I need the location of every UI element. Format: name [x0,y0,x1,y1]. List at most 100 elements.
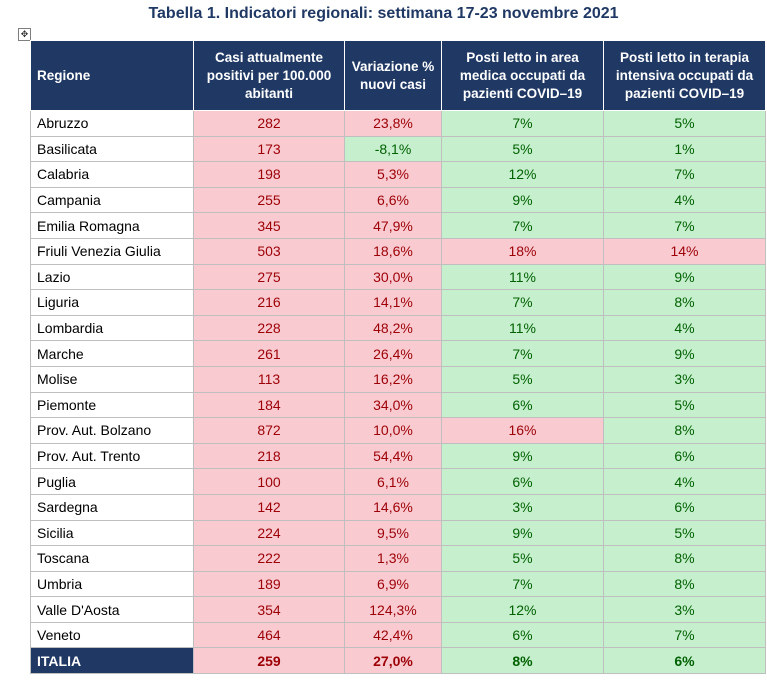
region-cell: Prov. Aut. Trento [30,442,194,470]
icu-beds-cell: 6% [603,647,766,675]
cases-cell: 189 [193,570,345,598]
icu-beds-cell: 7% [603,621,766,649]
icu-beds-cell: 8% [603,545,766,572]
region-cell: ITALIA [30,647,194,675]
variation-cell: 6,9% [344,570,442,598]
medical-beds-cell: 3% [441,493,604,521]
cases-cell: 228 [193,314,345,342]
variation-cell: -8,1% [344,135,442,163]
icu-beds-cell: 8% [603,570,766,598]
column-header-area-medica: Posti letto in area medica occupati da p… [441,40,604,111]
table-title: Tabella 1. Indicatori regionali: settima… [148,5,619,22]
icu-beds-cell: 5% [603,391,766,419]
medical-beds-cell: 8% [441,647,604,675]
icu-beds-cell: 9% [603,340,766,367]
icu-beds-cell: 6% [603,442,766,470]
medical-beds-cell: 5% [441,365,604,393]
regional-indicators-table: Regione Casi attualmente positivi per 10… [30,40,766,675]
table-row: Lombardia 228 48,2% 11% 4% [30,314,766,342]
variation-cell: 27,0% [344,647,442,675]
region-cell: Toscana [30,545,194,572]
table-row: Umbria 189 6,9% 7% 8% [30,570,766,598]
icu-beds-cell: 4% [603,186,766,214]
medical-beds-cell: 6% [441,391,604,419]
medical-beds-cell: 16% [441,417,604,444]
region-cell: Sicilia [30,519,194,547]
cases-cell: 142 [193,493,345,521]
table-row: Campania 255 6,6% 9% 4% [30,186,766,214]
variation-cell: 9,5% [344,519,442,547]
icu-beds-cell: 5% [603,110,766,137]
variation-cell: 5,3% [344,161,442,188]
icu-beds-cell: 5% [603,519,766,547]
medical-beds-cell: 12% [441,596,604,623]
variation-cell: 42,4% [344,621,442,649]
icu-beds-cell: 6% [603,493,766,521]
variation-cell: 26,4% [344,340,442,367]
cases-cell: 113 [193,365,345,393]
variation-cell: 23,8% [344,110,442,137]
icu-beds-cell: 4% [603,314,766,342]
icu-beds-cell: 14% [603,237,766,265]
region-cell: Friuli Venezia Giulia [30,237,194,265]
region-cell: Basilicata [30,135,194,163]
cases-cell: 173 [193,135,345,163]
icu-beds-cell: 1% [603,135,766,163]
table-row: Piemonte 184 34,0% 6% 5% [30,391,766,419]
icu-beds-cell: 8% [603,289,766,316]
region-cell: Marche [30,340,194,367]
variation-cell: 30,0% [344,263,442,291]
medical-beds-cell: 11% [441,314,604,342]
medical-beds-cell: 7% [441,212,604,239]
medical-beds-cell: 9% [441,186,604,214]
icu-beds-cell: 7% [603,161,766,188]
column-header-casi: Casi attualmente positivi per 100.000 ab… [193,40,345,111]
region-cell: Lombardia [30,314,194,342]
table-row: Friuli Venezia Giulia 503 18,6% 18% 14% [30,237,766,265]
variation-cell: 16,2% [344,365,442,393]
cases-cell: 100 [193,468,345,495]
column-header-variazione: Variazione % nuovi casi [344,40,442,111]
variation-cell: 34,0% [344,391,442,419]
table-row: Molise 113 16,2% 5% 3% [30,365,766,393]
medical-beds-cell: 7% [441,340,604,367]
medical-beds-cell: 7% [441,289,604,316]
medical-beds-cell: 12% [441,161,604,188]
region-cell: Puglia [30,468,194,495]
variation-cell: 14,6% [344,493,442,521]
total-row: ITALIA 259 27,0% 8% 6% [30,647,766,675]
icu-beds-cell: 8% [603,417,766,444]
table-row: Puglia 100 6,1% 6% 4% [30,468,766,495]
cases-cell: 255 [193,186,345,214]
cases-cell: 282 [193,110,345,137]
medical-beds-cell: 7% [441,570,604,598]
table-row: Marche 261 26,4% 7% 9% [30,340,766,367]
region-cell: Piemonte [30,391,194,419]
cases-cell: 261 [193,340,345,367]
table-row: Lazio 275 30,0% 11% 9% [30,263,766,291]
table-move-handle-icon[interactable]: ✥ [18,28,31,41]
cases-cell: 224 [193,519,345,547]
variation-cell: 47,9% [344,212,442,239]
cases-cell: 275 [193,263,345,291]
variation-cell: 14,1% [344,289,442,316]
column-header-terapia-intensiva: Posti letto in terapia intensiva occupat… [603,40,766,111]
region-cell: Emilia Romagna [30,212,194,239]
cases-cell: 872 [193,417,345,444]
table-row: Basilicata 173 -8,1% 5% 1% [30,135,766,163]
table-row: Prov. Aut. Bolzano 872 10,0% 16% 8% [30,417,766,444]
variation-cell: 48,2% [344,314,442,342]
table-row: Liguria 216 14,1% 7% 8% [30,289,766,316]
cases-cell: 218 [193,442,345,470]
table-row: Sicilia 224 9,5% 9% 5% [30,519,766,547]
medical-beds-cell: 5% [441,135,604,163]
region-cell: Calabria [30,161,194,188]
medical-beds-cell: 18% [441,237,604,265]
variation-cell: 6,1% [344,468,442,495]
medical-beds-cell: 5% [441,545,604,572]
table-row: Emilia Romagna 345 47,9% 7% 7% [30,212,766,239]
cases-cell: 184 [193,391,345,419]
cases-cell: 503 [193,237,345,265]
region-cell: Liguria [30,289,194,316]
table-row: Sardegna 142 14,6% 3% 6% [30,493,766,521]
